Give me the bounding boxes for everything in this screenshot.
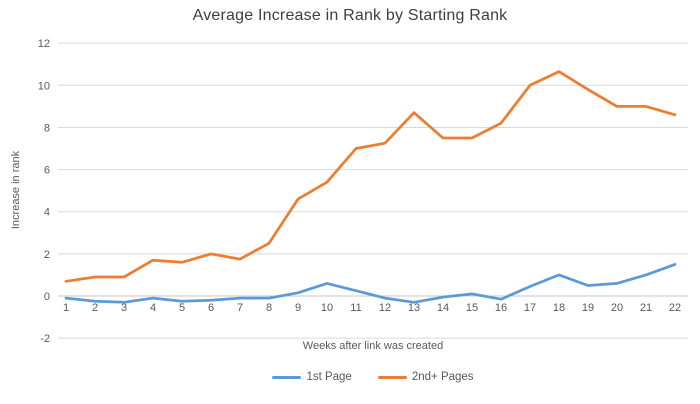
legend-swatch-orange-line: [377, 375, 407, 379]
x-tick-label: 18: [553, 302, 565, 314]
legend-item-2nd-pages: 2nd+ Pages: [377, 371, 474, 383]
x-tick-label: 6: [208, 302, 214, 314]
y-tick-label: 0: [44, 291, 50, 303]
y-tick-label: 2: [44, 249, 50, 261]
x-tick-label: 5: [179, 302, 185, 314]
chart-title: Average Increase in Rank by Starting Ran…: [192, 7, 508, 24]
y-tick-label: 6: [44, 165, 50, 177]
x-tick-label: 13: [408, 302, 420, 314]
x-tick-label: 12: [379, 302, 391, 314]
x-tick-label: 2: [92, 302, 98, 314]
x-tick-label: 7: [237, 302, 243, 314]
chart-legend: 1st Page 2nd+ Pages: [58, 371, 688, 383]
series-line-2nd-pages: [64, 70, 677, 283]
x-tick-label: 15: [466, 302, 478, 314]
x-tick-label: 11: [350, 302, 361, 314]
x-tick-label: 16: [495, 302, 507, 314]
x-tick-label: 14: [437, 302, 449, 314]
series-line-1st-page: [64, 263, 677, 304]
y-tick-label: 12: [38, 38, 50, 50]
legend-label: 1st Page: [306, 371, 352, 383]
y-tick-label: 4: [44, 207, 50, 219]
y-tick-label: 8: [44, 122, 50, 134]
x-tick-label: 22: [669, 302, 681, 314]
x-tick-label: 17: [524, 302, 536, 314]
x-tick-label: 19: [582, 302, 594, 314]
x-tick-label: 3: [121, 302, 127, 314]
x-tick-label: 10: [321, 302, 333, 314]
y-tick-label: 10: [38, 80, 50, 92]
x-tick-label: 9: [295, 302, 301, 314]
x-tick-label: 4: [150, 302, 156, 314]
x-tick-label: 8: [266, 302, 272, 314]
legend-label: 2nd+ Pages: [411, 371, 474, 383]
legend-swatch-blue-line: [272, 375, 302, 379]
x-axis-title: Weeks after link was created: [302, 340, 444, 352]
x-tick-label: 20: [611, 302, 623, 314]
legend-item-1st-page: 1st Page: [272, 371, 352, 383]
y-tick-label: -2: [40, 333, 50, 345]
x-tick-label: 1: [63, 302, 69, 314]
y-axis-title: Increase in rank: [10, 150, 22, 230]
x-tick-label: 21: [640, 302, 652, 314]
